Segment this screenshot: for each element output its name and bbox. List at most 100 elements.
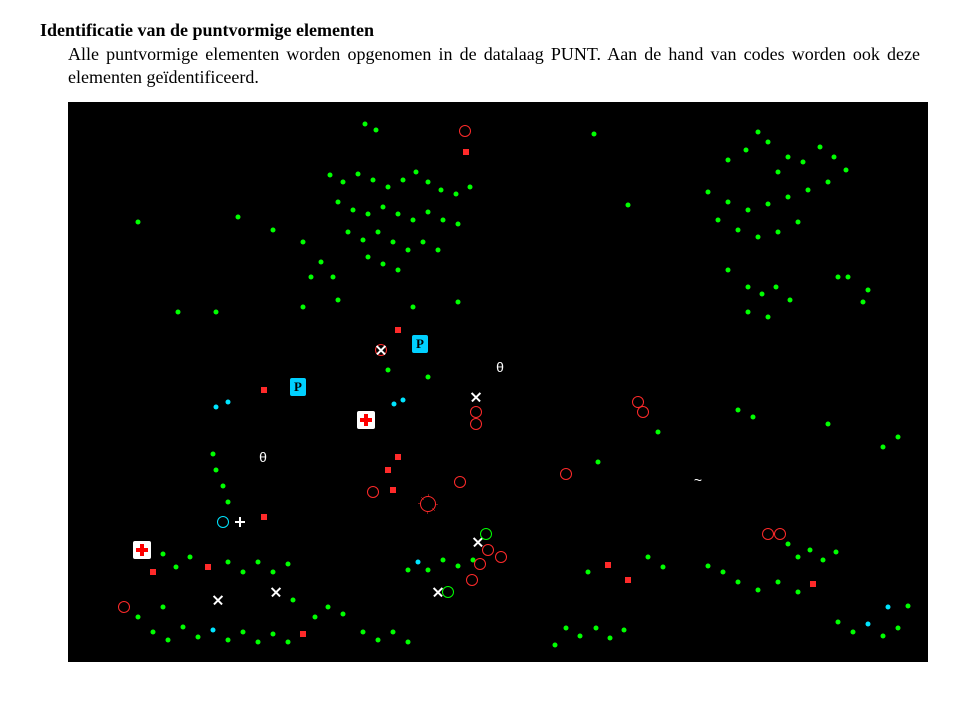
map-point xyxy=(436,248,441,253)
map-point xyxy=(374,128,379,133)
map-point xyxy=(319,260,324,265)
map-point xyxy=(810,581,816,587)
map-point xyxy=(736,228,741,233)
map-point xyxy=(459,125,471,137)
map-point xyxy=(553,643,558,648)
map-point: P xyxy=(290,378,306,396)
map-point xyxy=(751,415,756,420)
map-point xyxy=(826,180,831,185)
map-point xyxy=(213,595,223,605)
map-point xyxy=(151,630,156,635)
map-point xyxy=(166,638,171,643)
map-point xyxy=(301,240,306,245)
map-point xyxy=(836,275,841,280)
map-point xyxy=(834,550,839,555)
section-heading: Identificatie van de puntvormige element… xyxy=(40,20,920,41)
map-point: ~ xyxy=(694,473,702,487)
map-point xyxy=(256,560,261,565)
map-point xyxy=(328,173,333,178)
map-point xyxy=(726,200,731,205)
map-point xyxy=(818,145,823,150)
map-point xyxy=(376,638,381,643)
map-point xyxy=(367,486,379,498)
map-point xyxy=(776,230,781,235)
map-point xyxy=(480,528,492,540)
map-point xyxy=(411,305,416,310)
map-point xyxy=(826,422,831,427)
map-point xyxy=(411,218,416,223)
map-point xyxy=(821,558,826,563)
map-point xyxy=(346,230,351,235)
map-point xyxy=(786,195,791,200)
map-point xyxy=(482,544,494,556)
map-point xyxy=(454,192,459,197)
map-point xyxy=(236,215,241,220)
map-point xyxy=(301,305,306,310)
map-point xyxy=(774,528,786,540)
map-point xyxy=(788,298,793,303)
map-point xyxy=(470,406,482,418)
map-point xyxy=(605,562,611,568)
map-point: θ xyxy=(496,360,504,374)
map-point xyxy=(637,406,649,418)
map-point xyxy=(463,149,469,155)
map-point xyxy=(776,580,781,585)
map-point xyxy=(214,310,219,315)
map-point xyxy=(241,630,246,635)
map-point xyxy=(395,327,401,333)
point-map: PPθθ~ xyxy=(68,102,928,662)
map-point xyxy=(416,560,421,565)
map-point xyxy=(331,275,336,280)
map-point xyxy=(341,180,346,185)
map-point xyxy=(786,542,791,547)
map-point xyxy=(756,588,761,593)
map-point xyxy=(560,468,572,480)
map-point xyxy=(391,240,396,245)
map-point xyxy=(439,188,444,193)
map-point xyxy=(796,555,801,560)
map-point xyxy=(161,605,166,610)
map-point xyxy=(846,275,851,280)
map-point xyxy=(426,210,431,215)
map-point xyxy=(217,516,229,528)
map-point xyxy=(366,212,371,217)
map-point xyxy=(386,185,391,190)
map-point xyxy=(235,517,245,527)
map-point xyxy=(174,565,179,570)
map-point xyxy=(896,626,901,631)
map-point xyxy=(726,158,731,163)
map-point xyxy=(456,222,461,227)
map-point xyxy=(796,220,801,225)
map-point xyxy=(796,590,801,595)
map-point xyxy=(196,635,201,640)
map-point xyxy=(756,235,761,240)
map-point xyxy=(136,220,141,225)
map-point xyxy=(226,500,231,505)
map-point xyxy=(596,460,601,465)
map-point xyxy=(309,275,314,280)
map-point xyxy=(626,203,631,208)
map-point xyxy=(466,574,478,586)
map-point xyxy=(766,315,771,320)
map-point xyxy=(271,570,276,575)
map-point xyxy=(261,514,267,520)
map-point xyxy=(420,496,436,512)
map-point xyxy=(736,580,741,585)
map-point xyxy=(744,148,749,153)
map-point xyxy=(441,218,446,223)
map-point xyxy=(381,205,386,210)
map-point xyxy=(721,570,726,575)
map-point xyxy=(625,577,631,583)
map-point xyxy=(836,620,841,625)
map-point xyxy=(746,285,751,290)
map-point xyxy=(391,630,396,635)
map-point xyxy=(454,476,466,488)
map-point xyxy=(291,598,296,603)
map-point xyxy=(426,568,431,573)
section-body: Alle puntvormige elementen worden opgeno… xyxy=(68,43,920,88)
map-point xyxy=(421,240,426,245)
map-point xyxy=(313,615,318,620)
map-point xyxy=(726,268,731,273)
map-point xyxy=(426,375,431,380)
map-point xyxy=(356,172,361,177)
